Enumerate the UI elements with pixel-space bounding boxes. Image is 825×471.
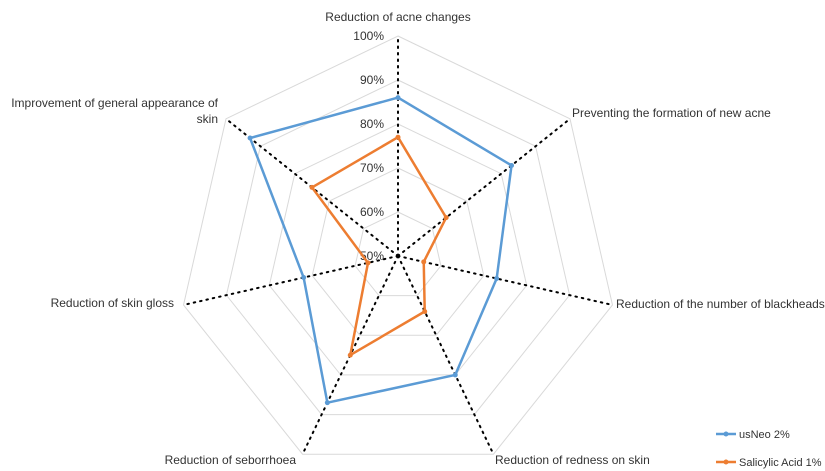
data-point: [421, 259, 427, 265]
legend-marker: [723, 459, 729, 465]
data-point: [301, 275, 307, 281]
radar-spoke: [397, 117, 572, 257]
axis-label: Reduction of redness on skin: [495, 453, 650, 467]
radar-spoke: [182, 255, 399, 306]
grid-ring: [311, 167, 485, 336]
axis-label: Reduction of acne changes: [325, 10, 470, 24]
radar-series: [247, 95, 515, 406]
radar-spoke: [397, 255, 495, 456]
legend-label: Salicylic Acid 1%: [739, 457, 822, 469]
radial-ticks: 50%60%70%80%90%100%: [353, 29, 384, 263]
legend: usNeo 2% Salicylic Acid 1%: [716, 429, 822, 469]
grid-ring: [225, 79, 571, 416]
radar-grid: [182, 35, 614, 455]
data-point: [494, 276, 500, 282]
tick-label: 60%: [360, 205, 384, 219]
axis-label: Reduction of seborrhoea: [165, 453, 297, 467]
series-line: [248, 96, 513, 404]
axis-label: Improvement of general appearance of skin: [11, 96, 218, 126]
data-point: [365, 260, 371, 266]
axis-labels: Reduction of acne changes Preventing the …: [11, 10, 825, 467]
tick-label: 100%: [353, 29, 384, 43]
series-line: [310, 135, 448, 357]
tick-label: 90%: [360, 73, 384, 87]
data-point: [422, 308, 428, 314]
tick-label: 70%: [360, 161, 384, 175]
grid-ring: [182, 35, 614, 455]
axis-label: Preventing the formation of new acne: [572, 106, 771, 120]
data-point: [247, 135, 253, 141]
axis-label: Reduction of the number of blackheads: [616, 297, 825, 311]
data-point: [309, 184, 315, 190]
data-point: [347, 352, 353, 358]
radar-spoke: [397, 255, 614, 306]
data-point: [395, 95, 401, 101]
data-point: [443, 215, 449, 221]
legend-label: usNeo 2%: [739, 429, 790, 441]
grid-ring: [354, 211, 442, 297]
tick-label: 80%: [360, 117, 384, 131]
data-point: [452, 372, 458, 378]
legend-marker: [723, 431, 729, 437]
axis-label: Reduction of skin gloss: [51, 296, 174, 310]
data-point: [324, 400, 330, 406]
data-point: [509, 162, 515, 168]
data-point: [395, 134, 401, 140]
grid-ring: [268, 123, 528, 376]
